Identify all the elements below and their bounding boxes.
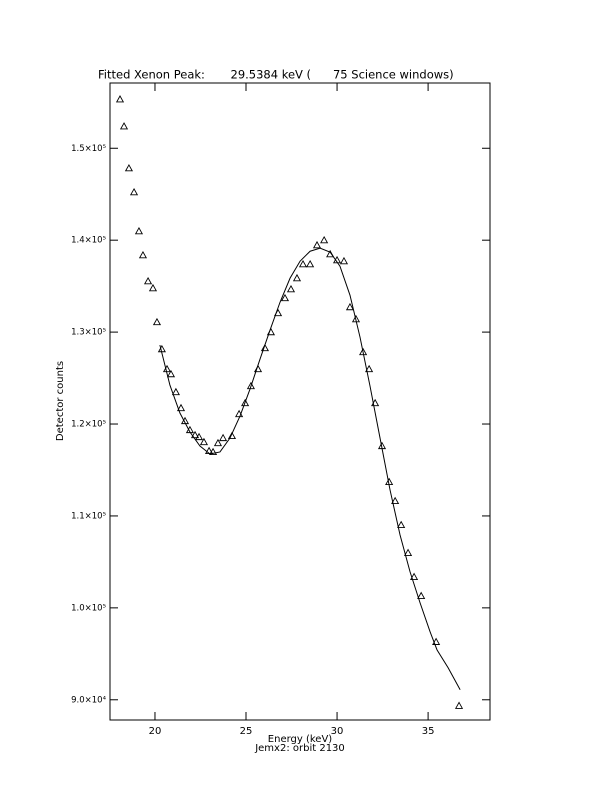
data-point (219, 433, 228, 442)
data-point (312, 240, 322, 249)
data-point (115, 95, 125, 103)
y-tick-label: 1.5×10⁵ (71, 144, 106, 154)
data-point (292, 273, 302, 282)
data-point (143, 276, 153, 285)
data-point (199, 437, 209, 446)
y-tick-label: 1.1×10⁵ (71, 511, 106, 521)
data-point (241, 398, 250, 407)
y-tick-label: 1.4×10⁵ (71, 236, 106, 246)
data-point (171, 387, 180, 396)
data-point (403, 548, 413, 556)
data-point (124, 163, 134, 172)
y-axis-label: Detector counts (55, 361, 66, 441)
data-point (397, 520, 406, 529)
data-point (119, 122, 129, 130)
data-point (286, 284, 296, 293)
data-point (454, 701, 464, 709)
fit-line (159, 247, 461, 690)
data-point (246, 381, 255, 390)
y-tick-label: 1.0×10⁵ (71, 603, 106, 613)
data-point (213, 438, 223, 447)
data-point (417, 591, 426, 599)
data-point (339, 256, 349, 265)
data-point (176, 403, 186, 412)
data-point (138, 250, 148, 259)
data-point (190, 430, 200, 439)
plot-frame (109, 82, 491, 721)
data-point (208, 447, 218, 456)
x-tick-label: 20 (149, 726, 162, 737)
data-point (194, 432, 204, 441)
caption: Jemx2: orbit 2130 (254, 743, 345, 754)
data-point (134, 226, 144, 235)
data-point (298, 259, 308, 268)
data-point (320, 235, 329, 244)
data-point (129, 187, 139, 196)
chart-title: Fitted Xenon Peak: 29.5384 keV ( 75 Scie… (98, 68, 454, 82)
x-tick-label: 35 (422, 726, 435, 737)
x-tick-label: 30 (331, 726, 344, 737)
x-axis-label: Energy (keV) (268, 734, 333, 745)
y-tick-label: 1.2×10⁵ (71, 420, 106, 430)
data-point (432, 637, 441, 645)
data-point (391, 496, 400, 505)
data-point (227, 431, 237, 440)
y-tick-label: 9.0×10⁴ (71, 695, 106, 705)
data-point (410, 572, 419, 580)
data-point (306, 259, 315, 268)
data-point (148, 283, 158, 292)
data-point (166, 369, 176, 378)
data-point (365, 364, 374, 373)
x-tick-label: 25 (240, 726, 253, 737)
data-point (260, 343, 270, 352)
data-point (345, 302, 355, 311)
data-point (280, 293, 290, 302)
data-point (152, 317, 162, 326)
y-tick-label: 1.3×10⁵ (71, 328, 106, 338)
